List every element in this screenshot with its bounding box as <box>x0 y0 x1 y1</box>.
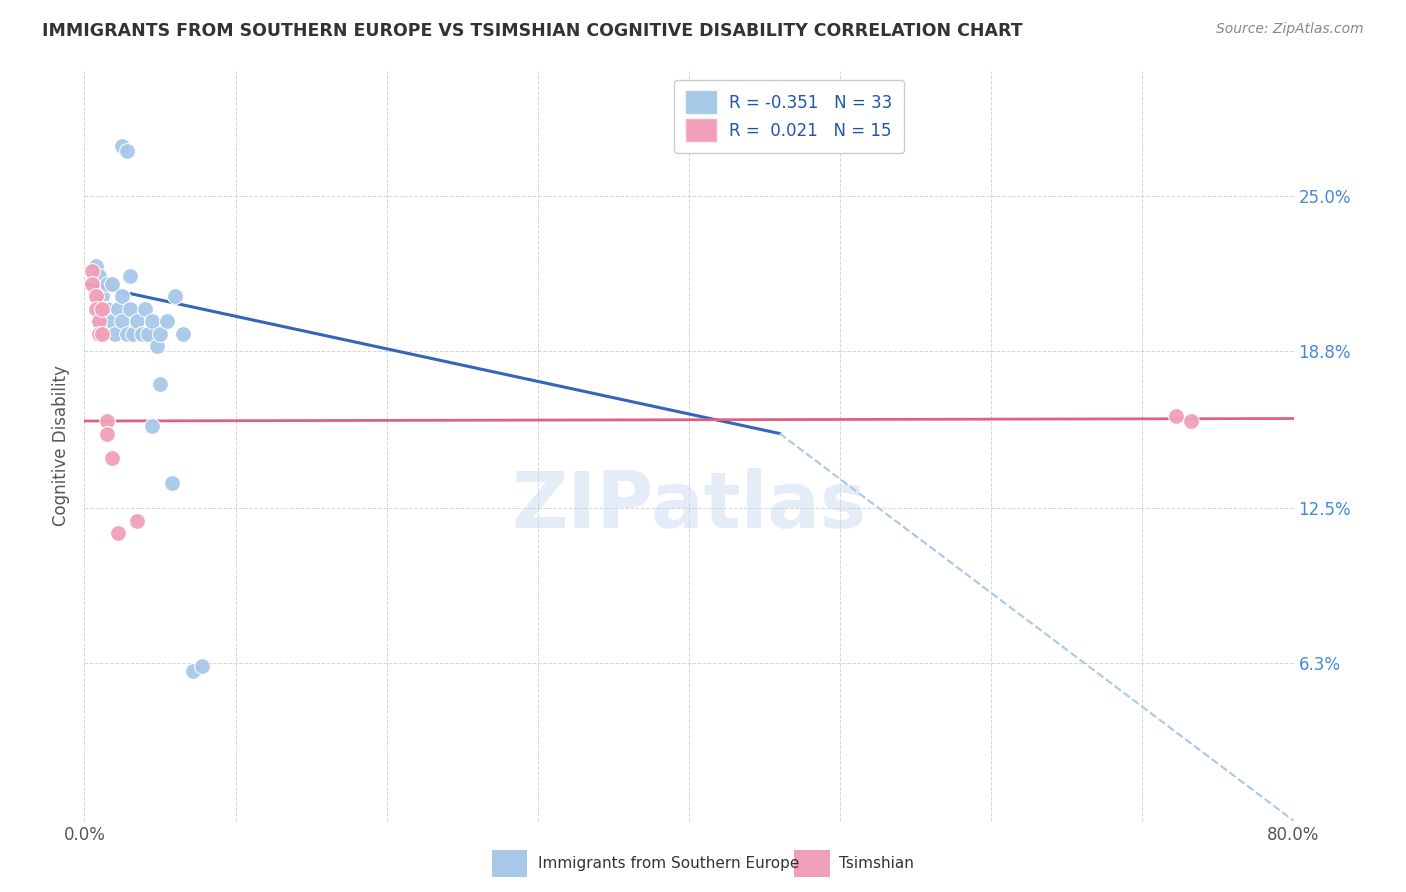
Point <box>100 314 122 328</box>
Point <box>156 314 179 328</box>
Point <box>141 419 163 434</box>
Point <box>131 326 153 341</box>
Point <box>89 269 111 284</box>
Point <box>96 414 118 428</box>
Point <box>121 326 143 341</box>
Point <box>149 376 172 391</box>
Point <box>91 326 114 341</box>
Point <box>80 264 103 278</box>
Point <box>134 301 156 316</box>
Point <box>1164 409 1187 423</box>
Point <box>118 301 141 316</box>
Point <box>149 326 172 341</box>
Point <box>107 301 129 316</box>
Text: ZIPatlas: ZIPatlas <box>512 468 866 544</box>
Point <box>115 326 138 341</box>
Point <box>191 658 214 673</box>
Point <box>172 326 194 341</box>
Point <box>96 277 118 291</box>
Point <box>91 289 114 303</box>
Point <box>165 289 187 303</box>
Y-axis label: Cognitive Disability: Cognitive Disability <box>52 366 70 526</box>
Point <box>107 526 129 541</box>
Point <box>111 139 134 153</box>
Point <box>100 451 122 466</box>
Point <box>96 301 118 316</box>
Text: Source: ZipAtlas.com: Source: ZipAtlas.com <box>1216 22 1364 37</box>
Point <box>86 259 108 273</box>
Point <box>91 301 114 316</box>
Point <box>181 664 204 678</box>
Point <box>127 314 149 328</box>
Point <box>86 301 108 316</box>
Point <box>136 326 159 341</box>
Point <box>160 476 183 491</box>
Legend: R = -0.351   N = 33, R =  0.021   N = 15: R = -0.351 N = 33, R = 0.021 N = 15 <box>675 79 904 153</box>
Text: IMMIGRANTS FROM SOUTHERN EUROPE VS TSIMSHIAN COGNITIVE DISABILITY CORRELATION CH: IMMIGRANTS FROM SOUTHERN EUROPE VS TSIMS… <box>42 22 1022 40</box>
Point <box>89 314 111 328</box>
Point <box>89 326 111 341</box>
Point <box>146 339 169 353</box>
Point <box>96 426 118 441</box>
Point <box>127 514 149 528</box>
Point <box>111 289 134 303</box>
Point <box>104 326 127 341</box>
Point <box>118 269 141 284</box>
Text: Immigrants from Southern Europe: Immigrants from Southern Europe <box>538 856 800 871</box>
Point <box>1180 414 1202 428</box>
Point <box>89 314 111 328</box>
Point <box>80 277 103 291</box>
Point <box>86 289 108 303</box>
Text: Tsimshian: Tsimshian <box>839 856 914 871</box>
Point <box>100 277 122 291</box>
Point <box>111 314 134 328</box>
Point <box>141 314 163 328</box>
Point <box>115 145 138 159</box>
